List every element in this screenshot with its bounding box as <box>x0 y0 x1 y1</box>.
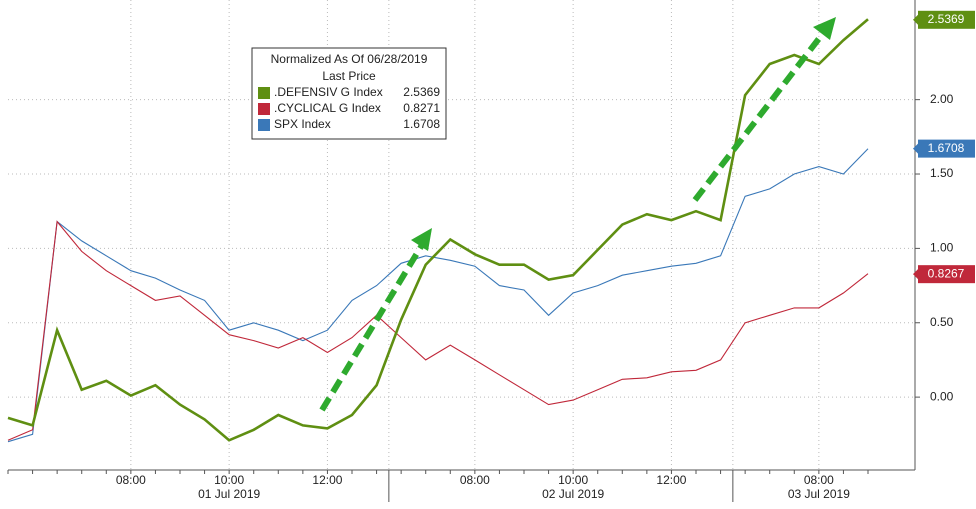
last-value-badge <box>918 10 975 29</box>
legend-swatch <box>258 119 270 131</box>
x-group-label: 01 Jul 2019 <box>198 487 260 501</box>
legend-value: 2.5369 <box>403 85 440 99</box>
legend-label: SPX Index <box>274 117 331 131</box>
legend-swatch <box>258 103 270 115</box>
last-value-badge <box>918 139 975 158</box>
last-value-badge <box>918 265 975 284</box>
badge-pointer <box>913 14 918 25</box>
annotation-arrows <box>319 17 836 412</box>
legend-value: 0.8271 <box>403 101 440 115</box>
legend-label: .DEFENSIV G Index <box>274 85 383 99</box>
x-tick-label: 12:00 <box>312 473 342 487</box>
last-value-label: 0.8267 <box>928 266 965 280</box>
legend-box <box>251 47 447 140</box>
series-line <box>7 148 869 443</box>
series-line <box>7 18 869 442</box>
y-tick-label: 0.00 <box>930 389 954 403</box>
x-tick-label: 10:00 <box>214 473 244 487</box>
x-tick-label: 08:00 <box>116 473 146 487</box>
last-value-label: 1.6708 <box>928 141 965 155</box>
badge-pointer <box>913 143 918 154</box>
legend-swatch <box>258 87 270 99</box>
series-line <box>7 220 869 441</box>
x-group-label: 02 Jul 2019 <box>542 487 604 501</box>
last-value-label: 2.5369 <box>928 12 965 26</box>
legend-title: Normalized As Of 06/28/2019 <box>271 52 428 66</box>
legend-subtitle: Last Price <box>322 69 376 83</box>
x-tick-label: 12:00 <box>656 473 686 487</box>
legend: Normalized As Of 06/28/2019 Last Price .… <box>251 47 447 140</box>
badge-pointer <box>913 269 918 280</box>
x-tick-label: 10:00 <box>558 473 588 487</box>
y-tick-label: 1.00 <box>930 241 954 255</box>
legend-label: .CYCLICAL G Index <box>274 101 381 115</box>
y-tick-label: 1.50 <box>930 166 954 180</box>
y-tick-label: 2.00 <box>930 92 954 106</box>
x-tick-label: 08:00 <box>804 473 834 487</box>
x-tick-label: 08:00 <box>460 473 490 487</box>
y-tick-label: 0.50 <box>930 315 954 329</box>
legend-value: 1.6708 <box>403 117 440 131</box>
x-group-label: 03 Jul 2019 <box>788 487 850 501</box>
